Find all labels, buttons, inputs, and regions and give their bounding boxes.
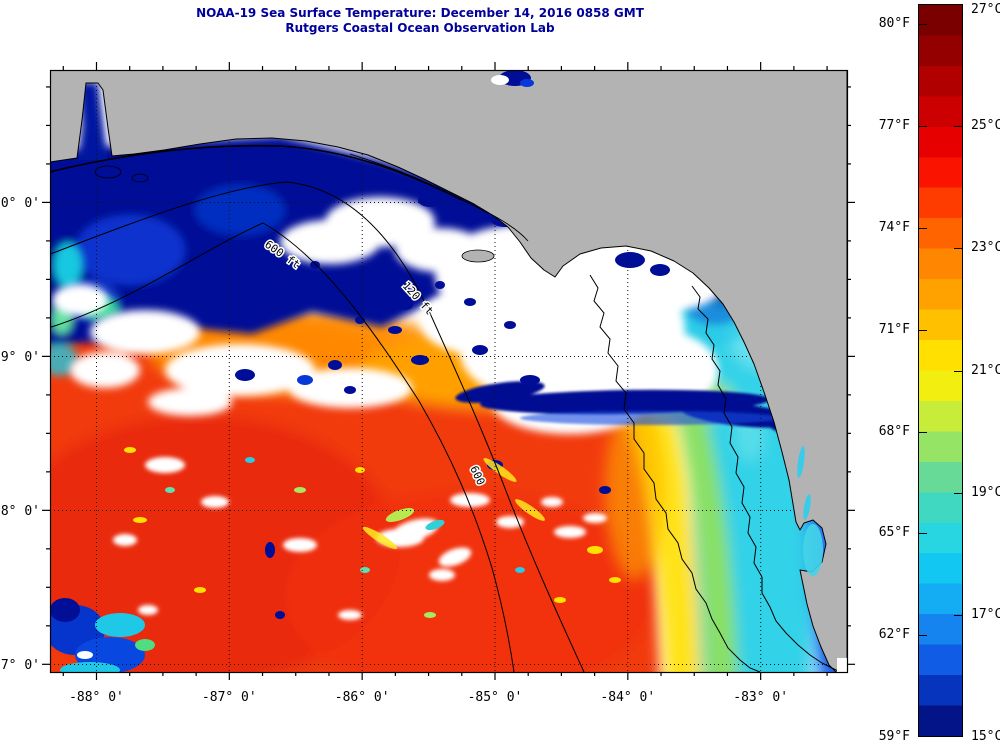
colorbar-celsius-label: 25°C: [971, 118, 1000, 134]
colorbar-celsius-label: 23°C: [971, 240, 1000, 256]
colorbar-fahrenheit-label: 71°F: [878, 321, 910, 337]
colorbar-tick: [954, 492, 962, 494]
figure-title: NOAA-19 Sea Surface Temperature: Decembe…: [30, 6, 810, 36]
colorbar-celsius-label: 17°C: [971, 606, 1000, 622]
lon-tick-label: -87° 0': [202, 690, 257, 705]
colorbar-tick: [919, 635, 927, 637]
colorbar-tick: [919, 126, 927, 128]
corner-cloud: [837, 658, 847, 672]
lat-tick-label: 27° 0': [0, 658, 40, 673]
colorbar-fahrenheit-label: 62°F: [878, 627, 910, 643]
colorbar-tick: [919, 227, 927, 229]
lon-tick-label: -85° 0': [468, 690, 523, 705]
colorbar-tick: [954, 614, 962, 616]
colorbar-tick: [954, 248, 962, 250]
colorbar-celsius-label: 21°C: [971, 362, 1000, 378]
colorbar-tick: [919, 533, 927, 535]
colorbar-fahrenheit-label: 80°F: [878, 16, 910, 32]
coastal-spit: [461, 249, 495, 263]
cloud-artifact: [491, 75, 509, 85]
colorbar-tick: [954, 126, 962, 128]
colorbar-tick: [954, 370, 962, 372]
colorbar-fahrenheit-label: 68°F: [878, 423, 910, 439]
title-line-1: NOAA-19 Sea Surface Temperature: Decembe…: [196, 6, 644, 20]
lon-tick-label: -88° 0': [69, 690, 124, 705]
colorbar-celsius-label: 19°C: [971, 484, 1000, 500]
cloud-artifact: [520, 79, 534, 87]
lon-tick-label: -84° 0': [600, 690, 655, 705]
colorbar-tick: [919, 24, 927, 26]
colorbar-celsius-label: 15°C: [971, 729, 1000, 744]
lat-tick-label: 30° 0': [0, 196, 40, 211]
title-line-2: Rutgers Coastal Ocean Observation Lab: [285, 21, 555, 35]
colorbar-fahrenheit-label: 65°F: [878, 525, 910, 541]
lat-tick-label: 29° 0': [0, 350, 40, 365]
colorbar-tick: [919, 431, 927, 433]
sst-map-canvas: 600 ft 120 ft 600: [50, 70, 847, 672]
colorbar-tick: [919, 329, 927, 331]
colorbar-fahrenheit-label: 59°F: [878, 729, 910, 744]
lon-tick-label: -83° 0': [733, 690, 788, 705]
colorbar-fahrenheit-label: 77°F: [878, 118, 910, 134]
lat-tick-label: 28° 0': [0, 504, 40, 519]
colorbar-celsius-label: 27°C: [971, 2, 1000, 17]
colorbar-fahrenheit-label: 74°F: [878, 219, 910, 235]
lon-tick-label: -86° 0': [335, 690, 390, 705]
